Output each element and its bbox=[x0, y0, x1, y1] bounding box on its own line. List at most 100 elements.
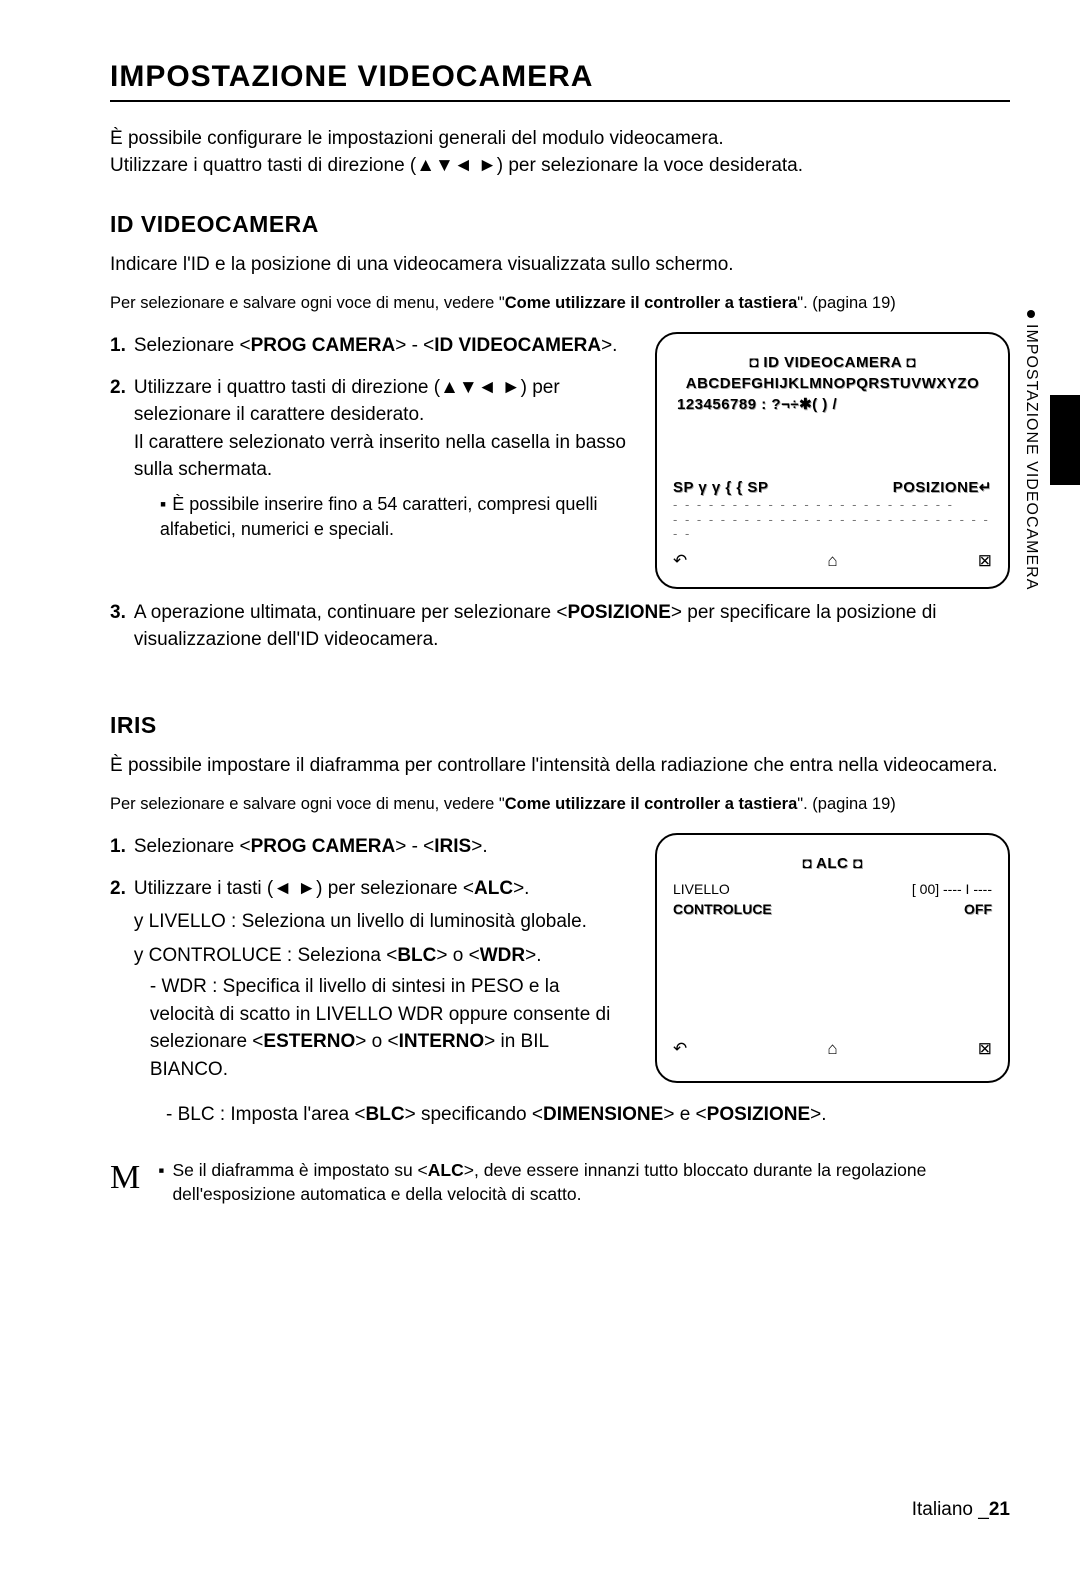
osd-dash: - - - - - - - - - - - - - - - - - - - - … bbox=[673, 498, 992, 512]
t: ESTERNO bbox=[263, 1031, 355, 1052]
step-3: 3. A operazione ultimata, continuare per… bbox=[110, 599, 1010, 654]
t: Come utilizzare il controller a tastiera bbox=[505, 795, 798, 813]
t: > o < bbox=[355, 1031, 398, 1052]
step-num: 1. bbox=[110, 833, 126, 861]
t: PROG CAMERA bbox=[251, 836, 396, 857]
iris-note: Per selezionare e salvare ogni voce di m… bbox=[110, 794, 1010, 815]
t: Utilizzare i tasti ( bbox=[134, 878, 273, 899]
t: >. bbox=[471, 836, 487, 857]
back-icon: ↶ bbox=[673, 549, 687, 573]
t: Selezionare < bbox=[134, 836, 251, 857]
wdr-line: - WDR : Specifica il livello di sintesi … bbox=[150, 973, 629, 1083]
note-m-icon: M bbox=[110, 1161, 140, 1195]
t: A operazione ultimata, continuare per se… bbox=[134, 602, 568, 623]
t: >. bbox=[810, 1104, 826, 1125]
intro-line2b: ) per selezionare la voce desiderata. bbox=[497, 155, 803, 176]
t: Se il diaframma è impostato su < bbox=[172, 1160, 427, 1180]
osd-sp-left: SP γ γ { { SP bbox=[673, 477, 768, 498]
y-livello: y LIVELLO : Seleziona un livello di lumi… bbox=[134, 908, 629, 936]
y-controluce: y CONTROLUCE : Seleziona <BLC> o <WDR>. bbox=[134, 942, 629, 970]
intro-text: È possibile configurare le impostazioni … bbox=[110, 126, 1010, 179]
footer-lang: Italiano _ bbox=[912, 1499, 989, 1520]
step-1: 1. Selezionare <PROG CAMERA> - <ID VIDEO… bbox=[110, 332, 629, 360]
intro-line1: È possibile configurare le impostazioni … bbox=[110, 128, 724, 149]
t: > - < bbox=[395, 836, 434, 857]
note-b: ". (pagina 19) bbox=[797, 294, 896, 312]
t: ID VIDEOCAMERA bbox=[434, 335, 601, 356]
side-section-label: IMPOSTAZIONE VIDEOCAMERA bbox=[1022, 324, 1040, 590]
alc-controluce-val: OFF bbox=[964, 900, 992, 920]
t: POSIZIONE bbox=[707, 1104, 810, 1125]
step-num: 2. bbox=[110, 875, 126, 1084]
page-thumb-tab bbox=[1050, 395, 1080, 485]
side-tab: IMPOSTAZIONE VIDEOCAMERA bbox=[1022, 310, 1040, 590]
close-icon: ⊠ bbox=[978, 549, 992, 573]
t: > o < bbox=[436, 945, 479, 966]
t: BLC bbox=[397, 945, 436, 966]
t: BLC bbox=[366, 1104, 405, 1125]
osd-dash: - - - - - - - - - - - - - - - - - - - - … bbox=[673, 513, 992, 542]
t: > e < bbox=[663, 1104, 706, 1125]
arrows: ▲▼◄ ► bbox=[440, 377, 521, 398]
t: Il carattere selezionato verrà inserito … bbox=[134, 432, 626, 481]
step-num: 2. bbox=[110, 374, 126, 543]
t: CONTROLUCE : Seleziona < bbox=[149, 945, 398, 966]
t: WDR bbox=[480, 945, 525, 966]
t: >. bbox=[513, 878, 529, 899]
step-num: 1. bbox=[110, 332, 126, 360]
note-bold: Come utilizzare il controller a tastiera bbox=[505, 294, 798, 312]
id-camera-note: Per selezionare e salvare ogni voce di m… bbox=[110, 293, 1010, 314]
t: ALC bbox=[428, 1160, 464, 1180]
note-a: Per selezionare e salvare ogni voce di m… bbox=[110, 294, 505, 312]
step-2: 2. Utilizzare i quattro tasti di direzio… bbox=[110, 374, 629, 543]
arrow-glyphs: ▲▼◄ ► bbox=[416, 155, 497, 176]
blc-line: - BLC : Imposta l'area <BLC> specificand… bbox=[166, 1101, 1010, 1129]
t: Selezionare < bbox=[134, 335, 251, 356]
t: IRIS bbox=[434, 836, 471, 857]
t: Utilizzare i quattro tasti di direzione … bbox=[134, 377, 440, 398]
osd-num-row: 123456789 : ?¬÷✱( ) / bbox=[673, 394, 992, 415]
page-footer: Italiano _21 bbox=[912, 1499, 1010, 1521]
iris-desc: È possibile impostare il diaframma per c… bbox=[110, 753, 1010, 780]
t: >. bbox=[601, 335, 617, 356]
id-camera-desc: Indicare l'ID e la posizione di una vide… bbox=[110, 252, 1010, 279]
t: Per selezionare e salvare ogni voce di m… bbox=[110, 795, 505, 813]
t: ALC bbox=[474, 878, 513, 899]
osd-alc-title: ◘ ALC ◘ bbox=[673, 853, 992, 874]
t: LIVELLO : Seleziona un livello di lumino… bbox=[149, 911, 587, 932]
page-title: IMPOSTAZIONE VIDEOCAMERA bbox=[110, 60, 1010, 102]
intro-line2a: Utilizzare i quattro tasti di direzione … bbox=[110, 155, 416, 176]
alc-controluce-label: CONTROLUCE bbox=[673, 900, 772, 920]
t: > - < bbox=[395, 335, 434, 356]
alc-livello-label: LIVELLO bbox=[673, 880, 730, 900]
note-block: M ▪ Se il diaframma è impostato su <ALC>… bbox=[110, 1159, 1010, 1206]
osd-title: ◘ ID VIDEOCAMERA ◘ bbox=[673, 352, 992, 373]
osd-alpha-row: ABCDEFGHIJKLMNOPQRSTUVWXYZO bbox=[673, 373, 992, 394]
home-icon: ⌂ bbox=[827, 1037, 837, 1061]
alc-livello-val: [ 00] ---- I ---- bbox=[912, 880, 992, 900]
t: PROG CAMERA bbox=[251, 335, 396, 356]
back-icon: ↶ bbox=[673, 1037, 687, 1061]
t: BLC : Imposta l'area < bbox=[178, 1104, 366, 1125]
side-dot bbox=[1027, 310, 1035, 318]
iris-title: IRIS bbox=[110, 712, 1010, 739]
footer-page: 21 bbox=[989, 1499, 1010, 1520]
arrows: ◄ ► bbox=[273, 878, 316, 899]
iris-step-1: 1. Selezionare <PROG CAMERA> - <IRIS>. bbox=[110, 833, 629, 861]
close-icon: ⊠ bbox=[978, 1037, 992, 1061]
t: POSIZIONE bbox=[567, 602, 670, 623]
osd-panel-idcamera: ◘ ID VIDEOCAMERA ◘ ABCDEFGHIJKLMNOPQRSTU… bbox=[655, 332, 1010, 589]
t: DIMENSIONE bbox=[543, 1104, 663, 1125]
t: ". (pagina 19) bbox=[797, 795, 896, 813]
t: È possibile inserire fino a 54 caratteri… bbox=[160, 494, 598, 539]
id-camera-title: ID VIDEOCAMERA bbox=[110, 211, 1010, 238]
t: > specificando < bbox=[405, 1104, 543, 1125]
t: >. bbox=[525, 945, 541, 966]
step-num: 3. bbox=[110, 599, 126, 654]
osd-panel-alc: ◘ ALC ◘ LIVELLO [ 00] ---- I ---- CONTRO… bbox=[655, 833, 1010, 1083]
home-icon: ⌂ bbox=[827, 549, 837, 573]
t: INTERNO bbox=[399, 1031, 485, 1052]
step2-subnote: ▪È possibile inserire fino a 54 caratter… bbox=[160, 492, 629, 542]
iris-step-2: 2. Utilizzare i tasti (◄ ►) per selezion… bbox=[110, 875, 629, 1084]
t: ) per selezionare < bbox=[316, 878, 474, 899]
